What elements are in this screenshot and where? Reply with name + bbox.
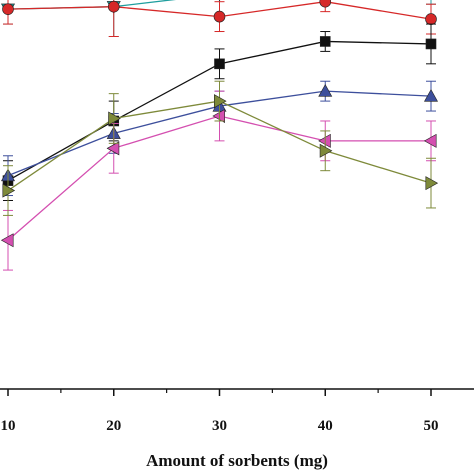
data-point-circle: [2, 3, 14, 15]
data-point-square: [425, 38, 437, 50]
x-tick-label: 40: [318, 418, 333, 434]
x-tick-label: 50: [424, 418, 439, 434]
data-point-triangle-right: [214, 94, 227, 109]
data-point-triangle-down: [218, 0, 221, 2]
data-point-triangle-right: [2, 183, 16, 198]
data-point-triangle-left: [0, 233, 14, 248]
data-point-triangle-left: [106, 141, 120, 156]
data-point-circle: [107, 0, 120, 13]
data-point-triangle-up: [423, 89, 439, 102]
x-tick-label: 20: [106, 418, 121, 434]
data-point-triangle-right: [425, 176, 439, 191]
x-tick-label: 10: [1, 418, 16, 434]
x-tick-label: 30: [212, 418, 227, 434]
data-point-circle: [319, 0, 332, 8]
data-point-triangle-left: [423, 133, 437, 148]
series-6: [2, 80, 439, 216]
data-point-triangle-up: [318, 84, 333, 97]
series-5: [0, 90, 437, 271]
x-tick-layer: 10 20 30 40 50: [1, 389, 439, 434]
series-2: [2, 0, 437, 37]
data-point-square: [319, 36, 331, 47]
data-point-circle: [425, 13, 437, 25]
data-point-triangle-right: [108, 111, 121, 126]
data-point-triangle-right: [319, 143, 333, 158]
series-layer: [0, 0, 439, 271]
data-point-triangle-left: [212, 109, 225, 124]
data-point-square: [214, 58, 225, 70]
x-axis-label: Amount of sorbents (mg): [146, 451, 328, 470]
data-point-circle: [213, 10, 226, 23]
data-point-triangle-left: [318, 133, 331, 148]
